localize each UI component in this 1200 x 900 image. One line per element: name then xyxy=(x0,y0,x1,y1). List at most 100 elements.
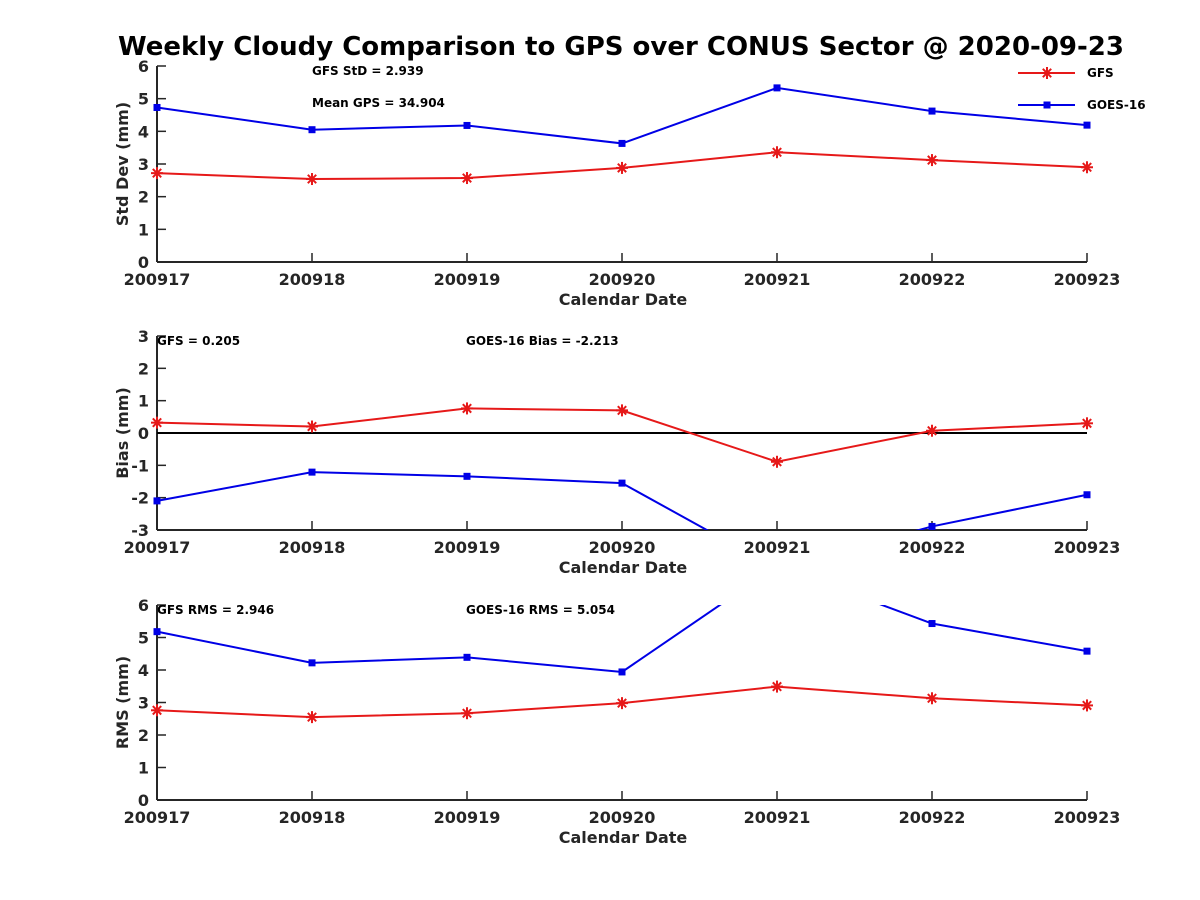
data-point xyxy=(1083,647,1091,655)
series-group xyxy=(151,84,1093,186)
annotation-text: Mean GPS = 34.904 xyxy=(312,96,445,110)
x-axis-label: Calendar Date xyxy=(559,828,688,847)
x-tick-label: 200923 xyxy=(1054,270,1121,289)
y-axis-label: Std Dev (mm) xyxy=(113,102,132,226)
data-point xyxy=(774,563,781,570)
y-axis-label: RMS (mm) xyxy=(113,656,132,749)
x-tick-label: 200917 xyxy=(124,808,191,827)
data-point xyxy=(153,497,161,505)
x-tick-label: 200922 xyxy=(899,538,966,557)
data-point xyxy=(463,121,471,129)
data-point xyxy=(461,402,473,415)
data-point xyxy=(151,704,163,717)
legend-entry-gfs: GFS xyxy=(1018,66,1114,80)
legend-marker xyxy=(1043,101,1051,109)
y-tick-label: 2 xyxy=(138,359,149,378)
data-point xyxy=(1081,699,1093,712)
series-line-goes-16 xyxy=(156,605,1088,673)
y-axis-label: Bias (mm) xyxy=(113,387,132,479)
x-tick-label: 200917 xyxy=(124,270,191,289)
data-point xyxy=(928,620,936,628)
x-tick-label: 200920 xyxy=(589,538,656,557)
data-point xyxy=(616,404,628,417)
series-line-gfs xyxy=(156,407,1088,463)
y-tick-label: -2 xyxy=(131,489,149,508)
data-point xyxy=(771,455,783,468)
y-tick-label: -1 xyxy=(131,456,149,475)
data-point xyxy=(153,628,161,636)
data-point xyxy=(618,668,626,676)
y-tick-label: 1 xyxy=(138,220,149,239)
x-tick-label: 200919 xyxy=(434,270,501,289)
x-tick-label: 200917 xyxy=(124,538,191,557)
x-tick-label: 200923 xyxy=(1054,808,1121,827)
x-tick-label: 200922 xyxy=(899,270,966,289)
data-point xyxy=(306,173,318,186)
y-tick-label: 3 xyxy=(138,694,149,713)
series-group xyxy=(151,402,1093,572)
x-tick-label: 200921 xyxy=(744,808,811,827)
x-tick-label: 200919 xyxy=(434,808,501,827)
x-tick-label: 200920 xyxy=(589,808,656,827)
data-point xyxy=(1083,121,1091,129)
data-point xyxy=(153,103,161,111)
data-point xyxy=(618,479,626,487)
x-tick-label: 200921 xyxy=(744,538,811,557)
data-point xyxy=(1083,491,1091,499)
data-point xyxy=(1081,161,1093,174)
y-tick-label: 1 xyxy=(138,392,149,411)
legend-marker xyxy=(1041,67,1053,79)
data-point xyxy=(308,659,316,667)
data-point xyxy=(463,653,471,661)
y-tick-label: 2 xyxy=(138,188,149,207)
y-tick-label: 6 xyxy=(138,596,149,615)
data-point xyxy=(306,420,318,433)
annotation-text: GFS = 0.205 xyxy=(157,334,240,348)
data-point xyxy=(308,126,316,134)
x-tick-label: 200918 xyxy=(279,538,346,557)
data-point xyxy=(926,692,938,705)
series-line-goes-16 xyxy=(156,86,1088,145)
data-point xyxy=(461,707,473,720)
y-tick-label: 4 xyxy=(138,122,149,141)
y-tick-label: 0 xyxy=(138,791,149,810)
legend: GFS GOES-16 xyxy=(1018,66,1146,112)
data-point xyxy=(774,565,781,572)
annotation-text: GOES-16 Bias = -2.213 xyxy=(466,334,619,348)
data-point xyxy=(616,161,628,174)
data-point xyxy=(308,468,316,476)
y-tick-label: 0 xyxy=(138,253,149,272)
data-point xyxy=(306,711,318,724)
data-point xyxy=(771,680,783,693)
x-tick-label: 200921 xyxy=(744,270,811,289)
annotation-text: GOES-16 RMS = 5.054 xyxy=(466,603,615,617)
data-point xyxy=(771,146,783,159)
data-point xyxy=(1081,417,1093,430)
annotation-text: GFS RMS = 2.946 xyxy=(157,603,274,617)
y-tick-label: 3 xyxy=(138,155,149,174)
data-point xyxy=(463,472,471,480)
y-tick-label: 4 xyxy=(138,661,149,680)
y-tick-label: 3 xyxy=(138,327,149,346)
panel-bias: -3 -2 -1 0 1 2 3 200917 200918 200919 200920 200921… xyxy=(113,327,1120,577)
data-point xyxy=(926,424,938,437)
series-group xyxy=(151,563,1093,724)
x-tick-label: 200922 xyxy=(899,808,966,827)
data-point xyxy=(461,172,473,185)
data-point xyxy=(928,107,936,115)
legend-label: GOES-16 xyxy=(1087,98,1146,112)
legend-label: GFS xyxy=(1087,66,1114,80)
x-tick-label: 200919 xyxy=(434,538,501,557)
panel-rms: 0 1 2 3 4 5 6 200917 200918 200919 200920 200921 200… xyxy=(113,563,1121,847)
y-tick-label: 1 xyxy=(138,759,149,778)
y-tick-label: 5 xyxy=(138,90,149,109)
y-tick-label: 5 xyxy=(138,629,149,648)
y-tick-label: 0 xyxy=(138,424,149,443)
figure-title: Weekly Cloudy Comparison to GPS over CON… xyxy=(118,32,1124,62)
y-tick-label: 2 xyxy=(138,726,149,745)
data-point xyxy=(151,167,163,180)
data-point xyxy=(926,154,938,167)
x-axis-label: Calendar Date xyxy=(559,290,688,309)
